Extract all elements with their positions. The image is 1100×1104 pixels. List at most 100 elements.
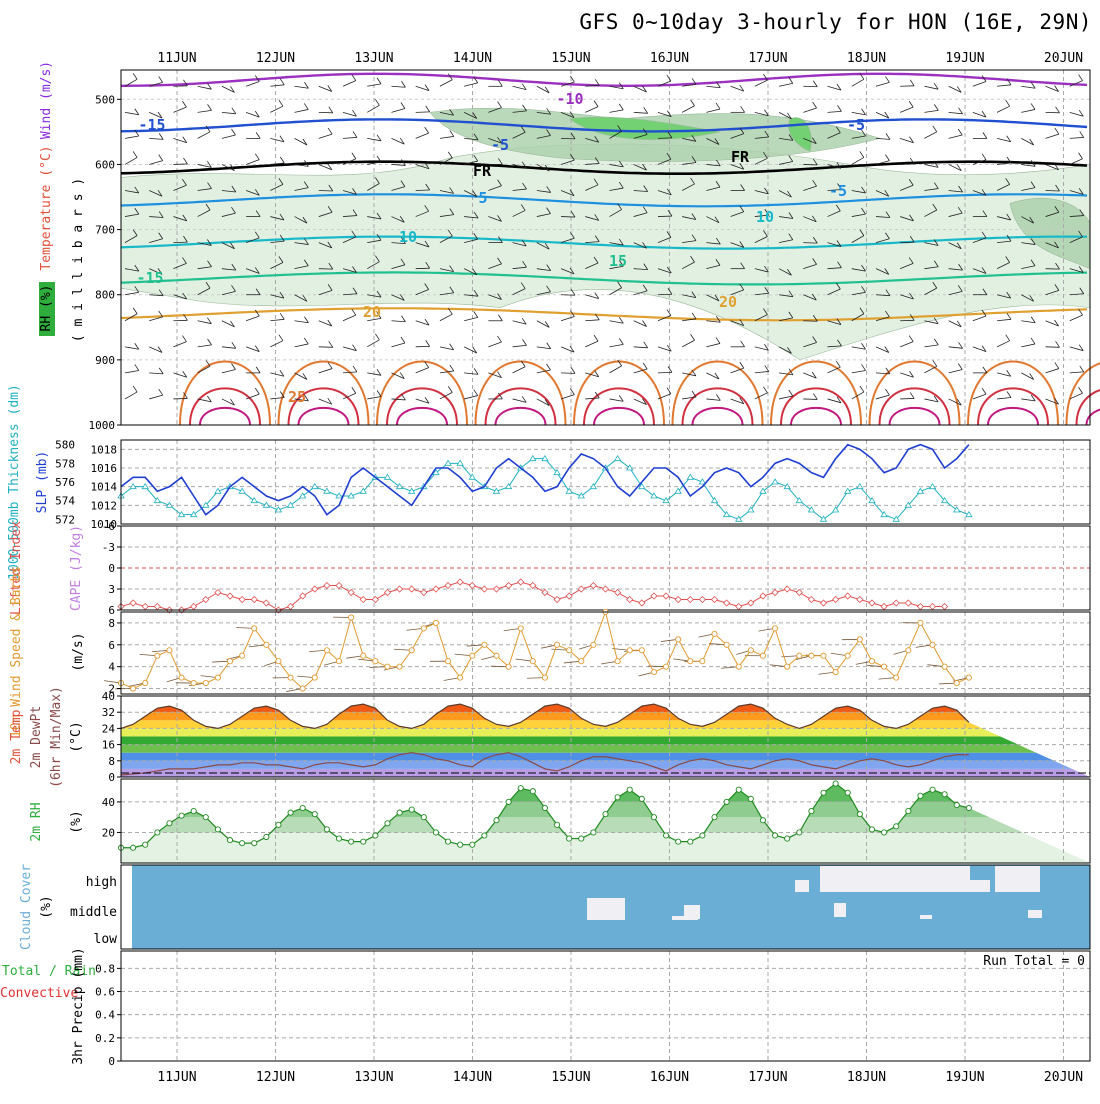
- wind10-point: [785, 664, 790, 669]
- rh2m-point: [179, 813, 184, 818]
- slp-tick-label: 1016: [91, 462, 118, 475]
- rh2m-point: [894, 824, 899, 829]
- wind-barb-flag: [763, 387, 767, 393]
- wind10-point: [906, 648, 911, 653]
- wind-barb: [391, 343, 404, 347]
- surface-isotherm-arc: [574, 361, 664, 425]
- wind10-point: [433, 620, 438, 625]
- lifted-index-point: [930, 604, 936, 610]
- wind-barb: [367, 105, 379, 112]
- date-label-top: 14JUN: [453, 51, 492, 66]
- wind-barb-flag: [1055, 363, 1059, 369]
- lifted-index-point: [542, 590, 548, 596]
- rh2m-point: [542, 805, 547, 810]
- lifted-index-point: [942, 604, 948, 610]
- wind-barb-flag: [159, 155, 163, 161]
- rh2m-point: [264, 834, 269, 839]
- wind-barb-flag: [643, 363, 647, 369]
- wind-barb: [876, 395, 889, 399]
- wind10-point: [712, 631, 717, 636]
- wind10-point: [385, 664, 390, 669]
- precip-frame: [121, 951, 1090, 1061]
- wind-barb-flag: [1031, 317, 1035, 323]
- cloud-block: [890, 866, 970, 892]
- wind-barb-flag: [594, 101, 598, 107]
- wind10-point: [930, 642, 935, 647]
- date-label-bottom: 18JUN: [847, 1070, 886, 1085]
- wind-barb: [198, 345, 212, 347]
- rh2m-point: [579, 836, 584, 841]
- cloud-block: [795, 880, 809, 892]
- wind-barb: [876, 138, 890, 139]
- wind-barb-flag: [813, 81, 817, 87]
- pressure-tick-label: 900: [95, 354, 115, 367]
- lifted-index-point: [881, 604, 887, 610]
- wind-barb: [634, 347, 648, 348]
- wind-barb: [852, 112, 866, 114]
- wind-barb: [828, 111, 842, 112]
- cape-axis-label: CAPE (J/kg): [69, 525, 84, 611]
- date-label-top: 18JUN: [847, 51, 886, 66]
- wind-barb: [706, 86, 720, 87]
- wind-barb-flag: [474, 390, 478, 396]
- wind-barb-flag: [1079, 153, 1083, 159]
- thickness-point: [821, 516, 827, 521]
- wind-barb-flag: [353, 131, 357, 137]
- surface-isotherm-arc: [988, 408, 1038, 425]
- wind-barb: [440, 136, 454, 138]
- wind-barb-flag: [352, 75, 356, 81]
- cloud-block: [820, 866, 890, 892]
- thickness-point: [651, 493, 657, 498]
- temp2m-axis-label: 2m Temp: [9, 709, 24, 764]
- wind10-point: [724, 642, 729, 647]
- precip-convective-legend: Convective: [0, 986, 78, 1001]
- lifted-index-point: [651, 593, 657, 599]
- wind-barb: [852, 370, 866, 372]
- rh-shade: [121, 144, 1090, 360]
- lifted-index-point: [748, 600, 754, 606]
- contour-label: 20: [719, 293, 737, 311]
- rh2m-point: [772, 833, 777, 838]
- lifted-index-point: [397, 586, 403, 592]
- wind-barb: [803, 108, 816, 112]
- wind-barb-flag: [1031, 338, 1035, 344]
- rh2m-point: [857, 812, 862, 817]
- wind-barb: [1021, 109, 1035, 112]
- pressure-tick-label: 800: [95, 289, 115, 302]
- wind10-point: [155, 653, 160, 658]
- wind10-point: [470, 653, 475, 658]
- rh2m-point: [155, 830, 160, 835]
- wind10-point: [700, 659, 705, 664]
- contour-label: FR: [473, 162, 492, 180]
- wind-barb: [125, 112, 139, 114]
- rh2m-point: [785, 836, 790, 841]
- rh2m-point: [191, 808, 196, 813]
- wind10-point: [264, 642, 269, 647]
- wind-barb-flag: [328, 363, 332, 369]
- wind10-point: [881, 664, 886, 669]
- wind-barb: [1021, 399, 1035, 401]
- wind10-point: [615, 659, 620, 664]
- temp2m-tick-label: 16: [102, 739, 115, 752]
- wind-barb: [924, 345, 938, 347]
- wind-barb: [706, 321, 720, 322]
- wind10-point: [458, 675, 463, 680]
- rh2m-point: [736, 787, 741, 792]
- lifted-index-point: [360, 597, 366, 603]
- lifted-index-point: [796, 590, 802, 596]
- wind-barb: [246, 316, 259, 321]
- lifted-index-tick-label: -3: [102, 541, 115, 554]
- wind-barb: [852, 347, 866, 349]
- wind-barb: [610, 344, 624, 346]
- wind-barb: [149, 161, 162, 165]
- wind10-point: [942, 664, 947, 669]
- rh2m-point: [300, 805, 305, 810]
- thickness-tick-label: 578: [55, 457, 75, 470]
- wind-barb-flag: [133, 386, 137, 392]
- rh2m-point: [336, 836, 341, 841]
- wind-barb-flag: [377, 391, 381, 397]
- lifted-index-point: [712, 597, 718, 603]
- wind-barb: [706, 109, 720, 112]
- wind10-tick-label: 6: [108, 639, 115, 652]
- wind10-point: [276, 659, 281, 664]
